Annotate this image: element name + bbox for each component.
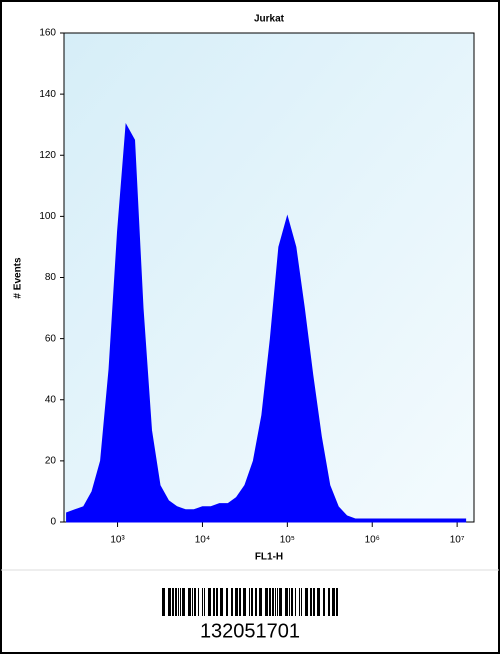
barcode-bar — [332, 588, 335, 616]
barcode-bar — [198, 588, 199, 616]
y-tick-label: 0 — [50, 517, 56, 528]
x-tick-label: 10⁵ — [280, 535, 295, 546]
x-axis-label: FL1-H — [255, 552, 283, 563]
barcode-bar — [269, 588, 271, 616]
barcode-bar — [231, 588, 233, 616]
y-tick-label: 40 — [45, 394, 57, 405]
barcode-bar — [226, 588, 228, 616]
barcode-bar — [313, 588, 315, 616]
barcode-bar — [275, 588, 276, 616]
barcode-bar — [301, 588, 302, 616]
y-tick-label: 20 — [45, 456, 57, 467]
histogram-area — [66, 122, 467, 523]
barcode-bar — [188, 588, 191, 616]
barcode-bar — [220, 588, 223, 616]
barcode-bar — [204, 588, 205, 616]
barcode-bar — [259, 588, 262, 616]
barcode-bar — [328, 588, 330, 616]
y-tick-label: 100 — [39, 211, 56, 222]
barcode-bar — [243, 588, 246, 616]
barcode-bar — [305, 588, 308, 616]
barcode-bar — [213, 588, 215, 616]
barcode-bar — [202, 588, 203, 616]
y-tick-label: 60 — [45, 333, 57, 344]
x-tick-label: 10⁶ — [365, 535, 380, 546]
barcode — [162, 588, 338, 616]
barcode-bar — [239, 588, 241, 616]
barcode-bar — [162, 588, 165, 616]
y-axis-label: # Events — [13, 257, 24, 299]
barcode-bar — [279, 588, 282, 616]
barcode-bar — [249, 588, 250, 616]
barcode-bar — [323, 588, 325, 616]
barcode-bar — [182, 588, 185, 616]
barcode-bar — [178, 588, 179, 616]
barcode-bar — [175, 588, 177, 616]
barcode-bar — [291, 588, 293, 616]
y-tick-label: 120 — [39, 150, 56, 161]
barcode-bar — [192, 588, 193, 616]
chart-title: Jurkat — [254, 14, 285, 25]
barcode-bar — [277, 588, 278, 616]
y-tick-label: 80 — [45, 272, 57, 283]
barcode-bar — [180, 588, 181, 616]
barcode-bar — [336, 588, 338, 616]
x-tick-label: 10³ — [110, 535, 125, 546]
barcode-bar — [295, 588, 296, 616]
barcode-bar — [251, 588, 253, 616]
barcode-bar — [194, 588, 196, 616]
barcode-bar — [310, 588, 312, 616]
barcode-bar — [272, 588, 274, 616]
x-tick-label: 10⁷ — [450, 535, 465, 546]
barcode-bar — [172, 588, 174, 616]
y-tick-label: 160 — [39, 28, 56, 39]
barcode-bar — [317, 588, 320, 616]
barcode-bar — [299, 588, 300, 616]
x-tick-label: 10⁴ — [195, 535, 210, 546]
y-tick-label: 140 — [39, 89, 56, 100]
barcode-bar — [208, 588, 211, 616]
barcode-bar — [255, 588, 257, 616]
barcode-bar — [216, 588, 218, 616]
barcode-bar — [265, 588, 268, 616]
barcode-bar — [289, 588, 290, 616]
barcode-bar — [235, 588, 238, 616]
barcode-text: 132051701 — [200, 620, 300, 642]
barcode-bar — [168, 588, 171, 616]
barcode-bar — [285, 588, 288, 616]
